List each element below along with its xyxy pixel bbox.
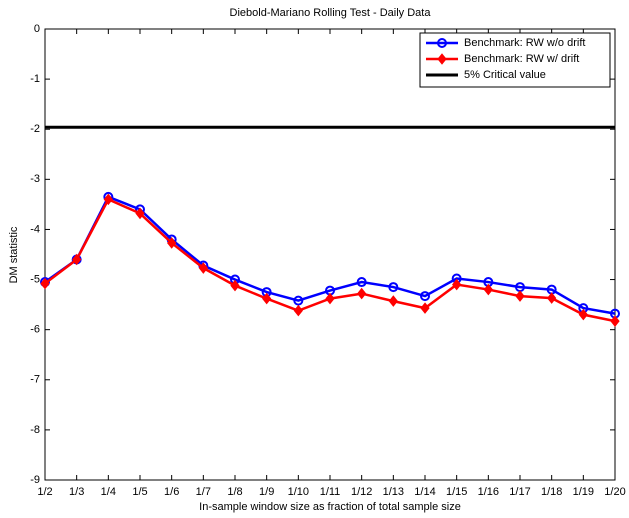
data-point xyxy=(293,295,304,306)
x-tick-label: 1/18 xyxy=(541,486,562,498)
legend-label: 5% Critical value xyxy=(464,69,546,81)
data-point xyxy=(103,193,113,206)
data-point xyxy=(293,304,303,317)
x-tick-label: 1/13 xyxy=(383,486,404,498)
data-point xyxy=(325,292,335,305)
y-tick-label: -1 xyxy=(30,73,40,85)
data-point xyxy=(483,283,493,296)
data-point xyxy=(420,302,430,314)
y-axis-label: DM statistic xyxy=(8,226,20,283)
x-tick-label: 1/14 xyxy=(414,486,435,498)
y-tick-label: -9 xyxy=(30,474,40,486)
chart-title: Diebold-Mariano Rolling Test - Daily Dat… xyxy=(230,7,432,19)
legend-label: Benchmark: RW w/o drift xyxy=(464,37,585,49)
x-tick-label: 1/15 xyxy=(446,486,467,498)
x-tick-label: 1/8 xyxy=(227,486,242,498)
data-point xyxy=(72,253,82,266)
y-tick-label: -8 xyxy=(30,424,40,436)
x-tick-label: 1/12 xyxy=(351,486,372,498)
x-tick-label: 1/9 xyxy=(259,486,274,498)
x-tick-label: 1/10 xyxy=(288,486,309,498)
y-tick-label: -2 xyxy=(30,123,40,135)
legend-label: Benchmark: RW w/ drift xyxy=(464,53,579,65)
x-tick-label: 1/16 xyxy=(478,486,499,498)
x-tick-label: 1/4 xyxy=(101,486,116,498)
data-point xyxy=(230,279,240,292)
x-tick-label: 1/6 xyxy=(164,486,179,498)
x-tick-label: 1/11 xyxy=(320,486,341,498)
data-point xyxy=(262,292,272,305)
y-tick-label: -6 xyxy=(30,324,40,336)
y-tick-label: -4 xyxy=(30,223,40,235)
x-tick-label: 1/17 xyxy=(509,486,530,498)
x-tick-label: 1/19 xyxy=(573,486,594,498)
data-point xyxy=(547,292,557,304)
y-tick-label: 0 xyxy=(34,23,40,35)
x-tick-label: 1/2 xyxy=(37,486,52,498)
data-point xyxy=(578,308,588,321)
data-point xyxy=(356,277,367,288)
data-point xyxy=(198,262,208,274)
y-tick-label: -5 xyxy=(30,273,40,285)
data-point xyxy=(515,290,525,302)
x-tick-label: 1/3 xyxy=(69,486,84,498)
data-point xyxy=(135,207,145,220)
data-point xyxy=(610,315,620,327)
data-point xyxy=(40,277,50,290)
y-tick-label: -7 xyxy=(30,374,40,386)
x-tick-label: 1/20 xyxy=(604,486,625,498)
legend-marker xyxy=(437,53,447,65)
data-point xyxy=(388,295,398,307)
data-point xyxy=(452,278,462,291)
y-tick-label: -3 xyxy=(30,173,40,185)
data-point xyxy=(420,291,430,302)
data-point xyxy=(388,282,399,293)
x-axis-label: In-sample window size as fraction of tot… xyxy=(199,501,461,513)
data-point xyxy=(357,287,367,300)
x-tick-label: 1/7 xyxy=(196,486,211,498)
x-tick-label: 1/5 xyxy=(132,486,147,498)
legend-marker xyxy=(437,38,447,48)
data-point xyxy=(167,237,177,249)
